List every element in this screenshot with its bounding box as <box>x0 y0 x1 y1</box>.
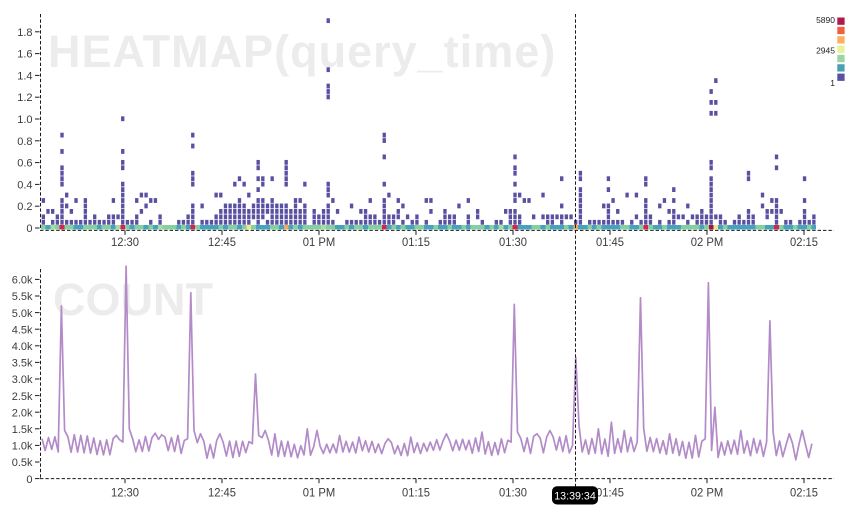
svg-text:12:30: 12:30 <box>111 235 139 249</box>
svg-text:2.5k: 2.5k <box>12 391 33 403</box>
svg-text:1.6: 1.6 <box>17 49 32 61</box>
svg-text:02 PM: 02 PM <box>691 486 724 500</box>
svg-text:0: 0 <box>26 474 32 486</box>
svg-text:5.5k: 5.5k <box>12 291 33 303</box>
svg-text:02:15: 02:15 <box>790 486 818 500</box>
svg-text:2.0k: 2.0k <box>12 407 33 419</box>
svg-text:1.8: 1.8 <box>17 27 32 39</box>
svg-text:0.4: 0.4 <box>17 179 32 191</box>
svg-text:1.5k: 1.5k <box>12 424 33 436</box>
svg-text:1.0k: 1.0k <box>12 441 33 453</box>
svg-text:0.2: 0.2 <box>17 201 32 213</box>
svg-text:2945: 2945 <box>816 46 835 56</box>
svg-text:0: 0 <box>26 223 32 235</box>
svg-text:4.0k: 4.0k <box>12 341 33 353</box>
svg-text:5890: 5890 <box>816 15 835 25</box>
svg-text:12:45: 12:45 <box>208 486 236 500</box>
svg-text:3.5k: 3.5k <box>12 358 33 370</box>
svg-text:01:15: 01:15 <box>402 235 430 249</box>
svg-text:1.0: 1.0 <box>17 114 32 126</box>
svg-text:6.0k: 6.0k <box>12 275 33 287</box>
svg-text:02 PM: 02 PM <box>691 235 724 249</box>
svg-text:0.6: 0.6 <box>17 158 32 170</box>
svg-text:01 PM: 01 PM <box>303 235 336 249</box>
svg-text:01:30: 01:30 <box>499 486 527 500</box>
svg-text:01 PM: 01 PM <box>303 486 336 500</box>
svg-text:01:15: 01:15 <box>402 486 430 500</box>
svg-text:4.5k: 4.5k <box>12 324 33 336</box>
svg-text:1.4: 1.4 <box>17 70 32 82</box>
svg-text:HEATMAP(query_time): HEATMAP(query_time) <box>48 26 556 77</box>
svg-text:1.2: 1.2 <box>17 92 32 104</box>
svg-text:12:30: 12:30 <box>111 486 139 500</box>
svg-text:01:45: 01:45 <box>596 235 624 249</box>
svg-text:3.0k: 3.0k <box>12 374 33 386</box>
svg-text:1: 1 <box>830 78 835 88</box>
svg-text:5.0k: 5.0k <box>12 308 33 320</box>
svg-text:12:45: 12:45 <box>208 235 236 249</box>
svg-text:02:15: 02:15 <box>790 235 818 249</box>
svg-text:01:45: 01:45 <box>596 486 624 500</box>
svg-text:13:39:34: 13:39:34 <box>554 491 596 503</box>
svg-text:COUNT: COUNT <box>53 274 213 325</box>
svg-text:01:30: 01:30 <box>499 235 527 249</box>
svg-text:0.5k: 0.5k <box>12 457 33 469</box>
svg-text:0.8: 0.8 <box>17 136 32 148</box>
